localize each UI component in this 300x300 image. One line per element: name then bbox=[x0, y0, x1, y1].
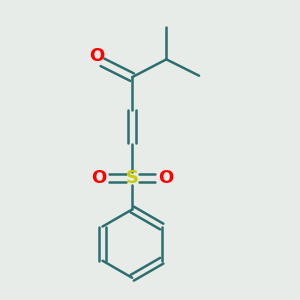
Text: O: O bbox=[91, 169, 106, 187]
Text: O: O bbox=[89, 47, 104, 65]
Text: O: O bbox=[158, 169, 173, 187]
Text: S: S bbox=[126, 169, 139, 187]
